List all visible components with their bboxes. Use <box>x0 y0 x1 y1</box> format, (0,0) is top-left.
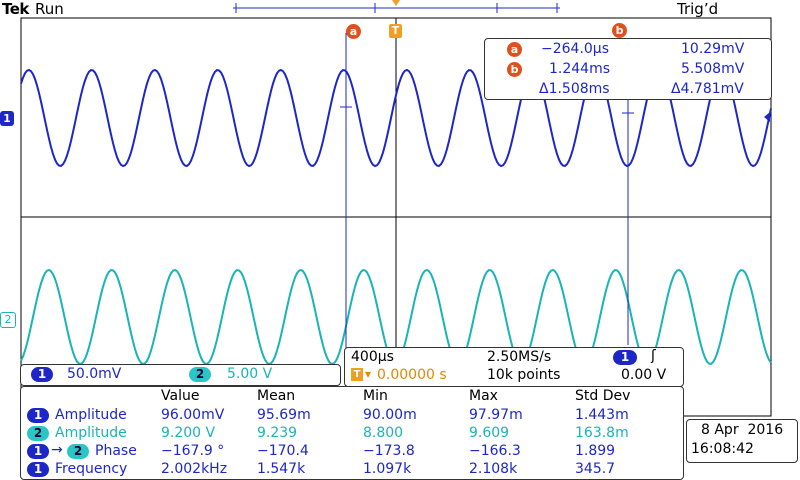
channel-scale-panel: 1 50.0mV 2 5.00 V <box>20 364 341 386</box>
meas-min: −173.8 <box>363 443 415 459</box>
cursor-a-icon: a <box>507 42 522 57</box>
ch1-chip: 1 <box>27 408 49 423</box>
col-mean: Mean <box>257 388 296 404</box>
meas-label: Amplitude <box>55 407 127 423</box>
col-value: Value <box>161 388 200 404</box>
trigger-position[interactable]: 0.00000 s <box>377 367 447 383</box>
ch2-chip: 2 <box>67 444 89 459</box>
time-label: 16:08:42 <box>691 441 754 457</box>
ch1-chip: 1 <box>27 444 49 459</box>
meas-max: 97.97m <box>469 407 523 423</box>
col-max: Max <box>469 388 498 404</box>
meas-label: Amplitude <box>55 425 127 441</box>
col-min: Min <box>363 388 388 404</box>
cursor-a-time: −264.0µs <box>541 41 610 57</box>
arrow-right-icon: → <box>51 442 63 458</box>
col-stddev: Std Dev <box>575 388 631 404</box>
cursor-b-marker[interactable]: b <box>612 23 627 38</box>
ch1-chip: 1 <box>27 462 49 477</box>
acquisition-status[interactable]: Run <box>35 0 64 18</box>
table-row[interactable]: 1 → 2 Phase −167.9 ° −170.4 −173.8 −166.… <box>25 442 675 461</box>
meas-std: 345.7 <box>575 461 616 477</box>
meas-label: Frequency <box>55 461 128 477</box>
cursor-b-icon: b <box>507 62 522 77</box>
date-time-panel: 8 Apr 2016 16:08:42 <box>686 419 798 463</box>
trigger-position-marker[interactable]: T <box>389 24 402 38</box>
meas-mean: 9.239 <box>257 425 298 441</box>
table-row[interactable]: 1 Frequency 2.002kHz 1.547k 1.097k 2.108… <box>25 461 675 479</box>
meas-label: Phase <box>95 443 137 459</box>
meas-std: 1.899 <box>575 443 616 459</box>
meas-max: −166.3 <box>469 443 521 459</box>
ch1-ground-marker[interactable]: 1 <box>0 111 14 126</box>
meas-value: 9.200 V <box>161 425 216 441</box>
meas-mean: 95.69m <box>257 407 311 423</box>
trigger-t-icon: T <box>351 368 363 381</box>
trigger-top-icon <box>392 0 400 6</box>
cursor-b-volt: 5.508mV <box>681 61 745 77</box>
meas-min: 1.097k <box>363 461 412 477</box>
timebase-panel: 400µs 2.50MS/s 1 ʃ T ▾ 0.00000 s 10k poi… <box>344 347 684 387</box>
trigger-level[interactable]: 0.00 V <box>621 367 667 383</box>
ch2-chip[interactable]: 2 <box>189 367 211 382</box>
cursor-readout-panel: a −264.0µs 10.29mV b 1.244ms 5.508mV Δ1.… <box>484 38 772 100</box>
delta-time: Δ1.508ms <box>539 81 610 97</box>
ch2-chip: 2 <box>27 426 49 441</box>
ch1-chip[interactable]: 1 <box>31 367 53 382</box>
meas-value: 96.00mV <box>161 407 225 423</box>
date-label: 8 Apr 2016 <box>701 422 784 438</box>
status-bar: Tek Run Trig’d <box>0 0 800 18</box>
time-per-div[interactable]: 400µs <box>351 349 394 365</box>
record-length: 10k points <box>487 367 561 383</box>
cursor-a-marker[interactable]: a <box>346 24 361 39</box>
brand-logo: Tek <box>2 0 29 18</box>
ch2-ground-marker[interactable]: 2 <box>0 312 16 328</box>
ch1-trace <box>20 68 772 168</box>
meas-value: 2.002kHz <box>161 461 228 477</box>
cursor-a-volt: 10.29mV <box>681 41 745 57</box>
rising-edge-icon: ʃ <box>651 348 656 364</box>
table-row[interactable]: 1 Amplitude 96.00mV 95.69m 90.00m 97.97m… <box>25 407 675 425</box>
meas-mean: 1.547k <box>257 461 306 477</box>
sample-rate: 2.50MS/s <box>487 349 552 365</box>
meas-std: 1.443m <box>575 407 629 423</box>
ch2-scale[interactable]: 5.00 V <box>227 366 273 382</box>
delta-volt: Δ4.781mV <box>671 81 744 97</box>
meas-max: 9.609 <box>469 425 510 441</box>
ch1-scale[interactable]: 50.0mV <box>67 366 122 382</box>
ch1-trigger-level-icon[interactable] <box>764 112 770 122</box>
meas-min: 8.800 <box>363 425 404 441</box>
meas-std: 163.8m <box>575 425 629 441</box>
meas-value: −167.9 ° <box>161 443 225 459</box>
cursor-b-time: 1.244ms <box>549 61 611 77</box>
trigger-arrow-icon: ▾ <box>365 367 372 381</box>
trigger-status: Trig’d <box>677 0 719 18</box>
table-row[interactable]: 2 Amplitude 9.200 V 9.239 8.800 9.609 16… <box>25 425 675 443</box>
meas-min: 90.00m <box>363 407 417 423</box>
measurements-panel: Value Mean Min Max Std Dev 1 Amplitude 9… <box>20 386 684 480</box>
meas-max: 2.108k <box>469 461 518 477</box>
trigger-source-chip[interactable]: 1 <box>613 350 637 365</box>
meas-mean: −170.4 <box>257 443 309 459</box>
